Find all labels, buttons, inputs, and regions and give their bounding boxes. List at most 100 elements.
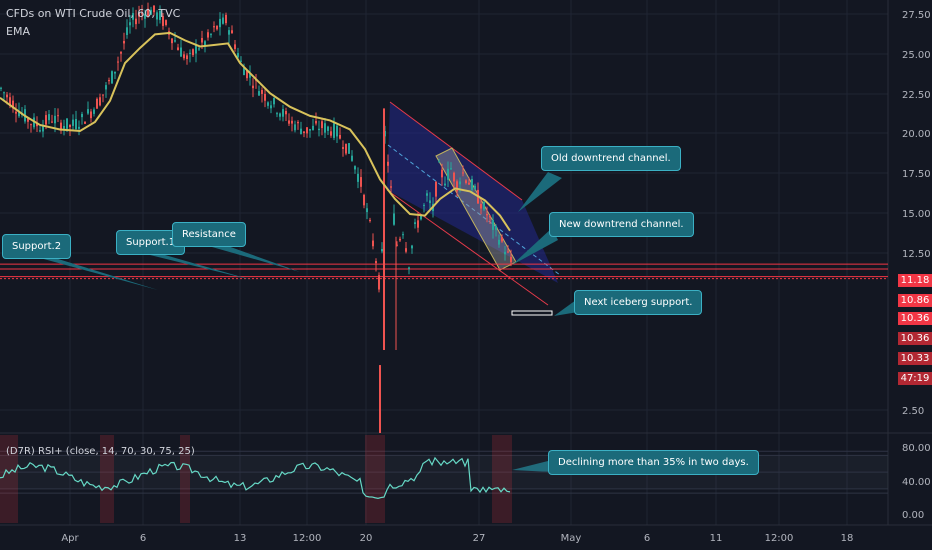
candle-body bbox=[471, 179, 473, 190]
candle-body bbox=[249, 74, 251, 78]
rsi-decline-callout[interactable]: Declining more than 35% in two days. bbox=[548, 450, 759, 475]
candle-body bbox=[90, 111, 92, 119]
candle-body bbox=[174, 40, 176, 42]
old-channel-pointer bbox=[518, 172, 562, 212]
candle-body bbox=[507, 251, 509, 253]
candle-body bbox=[108, 80, 110, 82]
candle-body bbox=[198, 48, 200, 50]
candle-body bbox=[426, 193, 428, 196]
candle-body bbox=[321, 121, 323, 129]
candle-body bbox=[429, 200, 431, 204]
rsi-tick-label: 80.00 bbox=[902, 443, 931, 454]
candle-body bbox=[300, 128, 302, 134]
price-tick-label: 12.50 bbox=[902, 249, 931, 260]
resistance-callout[interactable]: Resistance bbox=[172, 222, 246, 247]
candle-body bbox=[126, 27, 128, 35]
candle-body bbox=[309, 129, 311, 131]
symbol-title[interactable]: CFDs on WTI Crude Oil, 60, TVC bbox=[6, 7, 181, 20]
candle-body bbox=[75, 119, 77, 130]
candle-body bbox=[456, 181, 458, 192]
candle-body bbox=[96, 98, 98, 109]
candle-body bbox=[414, 222, 416, 225]
time-tick-label: 6 bbox=[644, 533, 650, 544]
support2-callout[interactable]: Support.2 bbox=[2, 234, 72, 259]
candle-body bbox=[141, 12, 143, 14]
candle-body bbox=[330, 131, 332, 136]
candle-body bbox=[99, 97, 101, 106]
candle-body bbox=[84, 121, 86, 124]
candle-body bbox=[261, 90, 263, 94]
candle-body bbox=[435, 181, 437, 197]
candle-body bbox=[369, 219, 371, 222]
candle-body bbox=[210, 34, 212, 36]
candle-body bbox=[180, 47, 182, 57]
candle-body bbox=[63, 125, 65, 129]
candle-body bbox=[114, 71, 116, 74]
candle-body bbox=[381, 249, 383, 252]
candle-body bbox=[147, 8, 149, 17]
rsi-highlight bbox=[0, 435, 18, 523]
candle-body bbox=[195, 44, 197, 54]
old-channel-callout[interactable]: Old downtrend channel. bbox=[541, 146, 681, 171]
rsi-highlight bbox=[492, 435, 512, 523]
candle-body bbox=[222, 17, 224, 24]
candle-body bbox=[396, 244, 398, 246]
candle-body bbox=[138, 12, 140, 17]
candle-body bbox=[363, 194, 365, 206]
candle-body bbox=[27, 118, 29, 122]
ema-indicator-label[interactable]: EMA bbox=[6, 25, 30, 38]
candle-body bbox=[3, 92, 5, 94]
old-channel-midline bbox=[387, 144, 561, 276]
candle-body bbox=[333, 123, 335, 138]
candle-body bbox=[135, 18, 137, 25]
candle-body bbox=[303, 131, 305, 134]
candle-body bbox=[501, 237, 503, 242]
candle-body bbox=[342, 147, 344, 149]
candle-body bbox=[288, 120, 290, 124]
candle-body bbox=[510, 256, 512, 263]
candle-body bbox=[366, 208, 368, 213]
price-tag-label: 47:19 bbox=[898, 372, 932, 385]
candle-body bbox=[204, 41, 206, 46]
price-tick-label: 20.00 bbox=[902, 129, 931, 140]
price-tick-label: 2.50 bbox=[902, 406, 924, 417]
price-tag-label: 11.18 bbox=[898, 274, 932, 287]
candle-body bbox=[267, 102, 269, 106]
candle-body bbox=[216, 25, 218, 30]
candle-body bbox=[444, 183, 446, 186]
rsi-indicator-label[interactable]: (D7R) RSI+ (close, 14, 70, 30, 75, 25) bbox=[6, 446, 195, 457]
candle-body bbox=[48, 114, 50, 121]
candle-body bbox=[276, 113, 278, 115]
candle-body bbox=[234, 44, 236, 49]
candle-body bbox=[12, 100, 14, 109]
time-tick-label: 11 bbox=[710, 533, 723, 544]
candle-body bbox=[81, 113, 83, 118]
support2-pointer bbox=[40, 258, 158, 290]
candle-body bbox=[60, 122, 62, 131]
candle-body bbox=[489, 215, 491, 218]
new-channel-callout[interactable]: New downtrend channel. bbox=[549, 212, 694, 237]
candle-body bbox=[105, 85, 107, 90]
candle-body bbox=[39, 130, 41, 132]
iceberg-support-callout[interactable]: Next iceberg support. bbox=[574, 290, 703, 315]
time-tick-label: Apr bbox=[61, 533, 79, 544]
candle-body bbox=[399, 238, 401, 241]
ema-line bbox=[0, 31, 511, 232]
candle-body bbox=[492, 220, 494, 230]
candle-body bbox=[378, 275, 380, 290]
candle-body bbox=[156, 12, 158, 20]
candle-body bbox=[282, 109, 284, 117]
candle-body bbox=[144, 13, 146, 19]
candle-body bbox=[186, 55, 188, 60]
rsi-tick-label: 40.00 bbox=[902, 477, 931, 488]
candle-body bbox=[192, 49, 194, 56]
candle-body bbox=[408, 267, 410, 269]
candle-body bbox=[465, 180, 467, 183]
candle-body bbox=[36, 123, 38, 127]
candle-body bbox=[495, 225, 497, 230]
new-channel-pointer bbox=[512, 228, 558, 265]
candle-body bbox=[87, 109, 89, 114]
candle-body bbox=[189, 52, 191, 54]
candle-body bbox=[480, 203, 482, 209]
